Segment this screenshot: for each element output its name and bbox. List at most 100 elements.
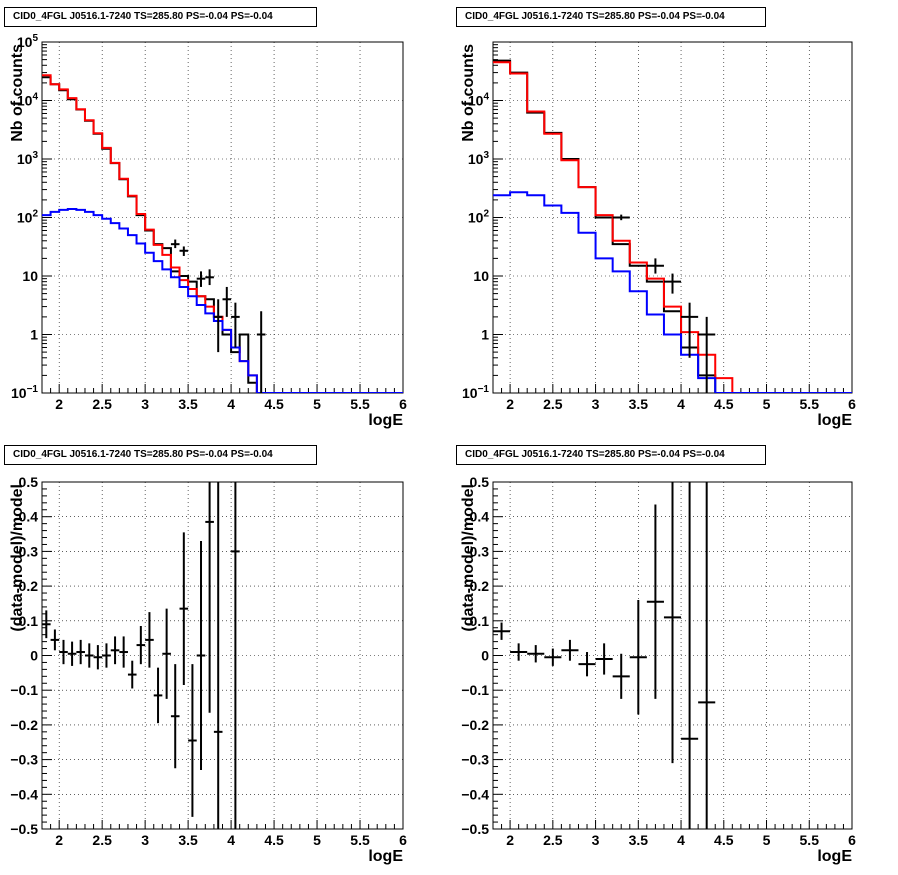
x-tick-label: 2 (55, 832, 63, 848)
y-tick-label: −0.4 (461, 786, 489, 802)
x-tick-label: 6 (848, 396, 856, 412)
x-axis-label: logE (817, 848, 852, 865)
plot-area (42, 74, 403, 393)
x-tick-label: 5 (313, 832, 321, 848)
x-tick-label: 5 (763, 396, 771, 412)
x-tick-label: 6 (848, 832, 856, 848)
plot-frame (492, 41, 853, 394)
y-tick-label: 0.3 (470, 543, 490, 559)
x-tick-label: 5.5 (800, 396, 820, 412)
y-tick-label: 102 (17, 209, 39, 226)
x-tick-label: 6 (399, 832, 407, 848)
y-tick-label: 0.1 (19, 613, 39, 629)
plot-frame (41, 481, 404, 830)
x-tick-label: 2 (506, 832, 514, 848)
panel-title: CID0_4FGL J0516.1-7240 TS=285.80 PS=-0.0… (456, 445, 766, 465)
plot-frame (41, 41, 404, 394)
panel-bottom-left: 2 2.5 3 3.5 4 4.5 5 5.5 6 −0.5 −0.4 −0.3 −0.2 −0.1 0 0.… (9, 474, 407, 865)
x-tick-label: 5.5 (350, 832, 370, 848)
y-tick-label: −0.4 (10, 786, 38, 802)
y-axis-label: Nb of counts (460, 44, 477, 142)
y-axis-label: (data-model)/model (460, 484, 477, 632)
x-tick-label: 4 (227, 832, 235, 848)
plot-area (493, 482, 716, 829)
y-tick-label: −0.5 (461, 821, 489, 837)
x-tick-label: 4 (227, 396, 235, 412)
y-tick-label: 104 (17, 92, 39, 109)
x-tick-label: 2.5 (543, 396, 563, 412)
y-tick-label: 0.5 (19, 474, 39, 490)
x-tick-label: 3.5 (178, 832, 198, 848)
x-tick-label: 5 (313, 396, 321, 412)
y-tick-label: 102 (468, 209, 490, 226)
x-tick-label: 3 (592, 832, 600, 848)
plot-area (493, 59, 852, 393)
y-axis-label: (data-model)/model (9, 484, 26, 632)
y-tick-label: 0 (30, 648, 38, 664)
x-tick-label: 6 (399, 396, 407, 412)
x-tick-label: 4 (677, 832, 685, 848)
y-tick-label: −0.1 (10, 682, 38, 698)
y-tick-label: −0.2 (10, 717, 38, 733)
y-tick-label: −0.1 (461, 682, 489, 698)
y-tick-label: −0.3 (10, 752, 38, 768)
y-axis-label: Nb of counts (9, 44, 26, 142)
x-tick-label: 2 (506, 396, 514, 412)
y-tick-label: −0.5 (10, 821, 38, 837)
x-tick-label: 4.5 (264, 396, 284, 412)
x-tick-label: 4.5 (714, 832, 734, 848)
panel-top-right: 2 2.5 3 3.5 4 4.5 5 5.5 6 10−1 1 10 102 103 104 logE Nb … (460, 41, 856, 429)
y-tick-label: 10−1 (462, 384, 489, 401)
histogram-series-1 (42, 74, 403, 393)
y-tick-label: 10 (473, 268, 489, 284)
histogram-series-0 (42, 76, 403, 393)
x-tick-label: 3 (592, 396, 600, 412)
x-tick-label: 3.5 (629, 832, 649, 848)
x-tick-label: 5.5 (800, 832, 820, 848)
y-tick-label: 10−1 (11, 384, 38, 401)
y-tick-label: 0.2 (470, 578, 490, 594)
y-tick-label: 103 (468, 150, 490, 167)
x-tick-label: 3.5 (629, 396, 649, 412)
y-tick-label: 1 (30, 327, 38, 343)
y-tick-label: 0.4 (470, 509, 490, 525)
x-tick-label: 2 (55, 396, 63, 412)
x-tick-label: 2.5 (543, 832, 563, 848)
y-tick-label: 0 (481, 648, 489, 664)
x-tick-label: 4 (677, 396, 685, 412)
panel-top-left: 2 2.5 3 3.5 4 4.5 5 5.5 6 10−1 1 10 102 103 104 105 logE… (9, 33, 407, 429)
y-tick-label: 0.3 (19, 543, 39, 559)
y-tick-label: 0.5 (470, 474, 490, 490)
x-tick-label: 5 (763, 832, 771, 848)
y-tick-label: 103 (17, 150, 39, 167)
y-tick-label: 104 (468, 92, 490, 109)
x-axis-label: logE (817, 412, 852, 429)
y-tick-label: 1 (481, 327, 489, 343)
x-tick-label: 5.5 (350, 396, 370, 412)
x-tick-label: 4.5 (714, 396, 734, 412)
x-tick-label: 2.5 (92, 396, 112, 412)
x-tick-label: 3 (141, 396, 149, 412)
histogram-series-2 (493, 191, 852, 393)
y-tick-label: 105 (17, 33, 39, 50)
histogram-series-2 (42, 207, 403, 393)
y-tick-label: 0.2 (19, 578, 39, 594)
panel-title: CID0_4FGL J0516.1-7240 TS=285.80 PS=-0.0… (456, 7, 766, 27)
panel-title: CID0_4FGL J0516.1-7240 TS=285.80 PS=-0.0… (4, 7, 317, 27)
x-axis-label: logE (368, 848, 403, 865)
y-tick-label: −0.2 (461, 717, 489, 733)
plot-area (42, 482, 240, 829)
x-tick-label: 4.5 (264, 832, 284, 848)
y-tick-label: 10 (22, 268, 38, 284)
x-tick-label: 3 (141, 832, 149, 848)
x-axis-label: logE (368, 412, 403, 429)
x-tick-label: 3.5 (178, 396, 198, 412)
panel-bottom-right: 2 2.5 3 3.5 4 4.5 5 5.5 6 −0.5 −0.4 −0.3 −0.2 −0.1 0 0.… (460, 474, 856, 865)
y-tick-label: 0.4 (19, 509, 39, 525)
panel-title: CID0_4FGL J0516.1-7240 TS=285.80 PS=-0.0… (4, 445, 317, 465)
x-tick-label: 2.5 (92, 832, 112, 848)
y-tick-label: −0.3 (461, 752, 489, 768)
y-tick-label: 0.1 (470, 613, 490, 629)
histogram-series-0 (493, 59, 852, 393)
